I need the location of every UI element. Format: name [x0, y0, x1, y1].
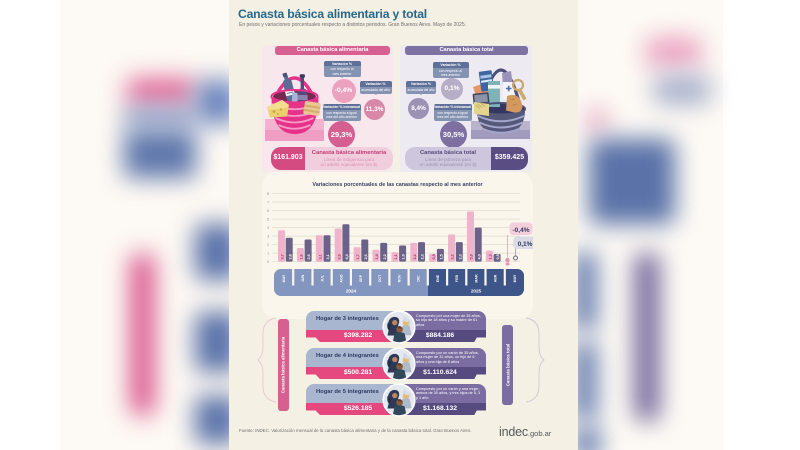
svg-text:1,4: 1,4 — [375, 253, 379, 259]
svg-text:DIC: DIC — [417, 275, 421, 282]
svg-text:5,9: 5,9 — [470, 254, 474, 259]
svg-text:0,9: 0,9 — [432, 254, 436, 259]
svg-text:1,5: 1,5 — [440, 254, 444, 259]
svg-text:3,1: 3,1 — [326, 254, 330, 259]
svg-text:1,7: 1,7 — [356, 254, 360, 259]
svg-text:2,2: 2,2 — [413, 254, 417, 259]
svg-text:1,9: 1,9 — [402, 254, 406, 259]
svg-text:2024: 2024 — [346, 289, 357, 294]
svg-text:ABR: ABR — [494, 274, 498, 282]
svg-text:2,3: 2,3 — [421, 254, 425, 259]
svg-text:MAY: MAY — [513, 274, 517, 282]
svg-text:1,3: 1,3 — [489, 254, 493, 259]
svg-text:6: 6 — [267, 209, 269, 213]
svg-text:4,0: 4,0 — [477, 254, 481, 259]
svg-text:0: 0 — [267, 260, 269, 264]
svg-text:MAR: MAR — [474, 274, 478, 283]
svg-text:2,6: 2,6 — [307, 254, 311, 259]
svg-text:-0,4%: -0,4% — [513, 227, 530, 234]
svg-text:3,1: 3,1 — [318, 254, 322, 259]
svg-text:SEP: SEP — [359, 274, 363, 282]
svg-text:2,2: 2,2 — [383, 254, 387, 259]
svg-text:2,3: 2,3 — [458, 254, 462, 259]
svg-text:1: 1 — [267, 251, 269, 255]
svg-text:3: 3 — [267, 234, 269, 238]
svg-text:2,8: 2,8 — [288, 254, 292, 259]
svg-text:JUN: JUN — [301, 275, 305, 283]
svg-text:0,1%: 0,1% — [518, 241, 533, 248]
svg-text:0,9: 0,9 — [496, 254, 500, 259]
svg-text:8: 8 — [267, 192, 269, 196]
svg-text:4,4: 4,4 — [345, 253, 349, 259]
svg-text:AGO: AGO — [340, 274, 344, 282]
svg-text:2,6: 2,6 — [364, 254, 368, 259]
svg-text:2025: 2025 — [471, 289, 482, 294]
svg-text:3,7: 3,7 — [281, 254, 285, 259]
svg-text:NOV: NOV — [397, 274, 401, 282]
svg-text:MAY: MAY — [282, 274, 286, 282]
svg-text:1,6: 1,6 — [300, 254, 304, 259]
svg-text:7: 7 — [267, 200, 269, 204]
svg-text:4: 4 — [267, 226, 269, 230]
svg-text:2: 2 — [267, 243, 269, 247]
svg-text:1,1: 1,1 — [394, 254, 398, 259]
svg-text:3,9: 3,9 — [337, 254, 341, 259]
svg-text:5: 5 — [267, 217, 269, 221]
svg-text:3,2: 3,2 — [451, 254, 455, 259]
svg-text:ENE: ENE — [436, 274, 440, 282]
svg-text:JUL: JUL — [321, 274, 325, 282]
svg-text:OCT: OCT — [378, 274, 382, 282]
svg-text:FEB: FEB — [455, 275, 459, 283]
